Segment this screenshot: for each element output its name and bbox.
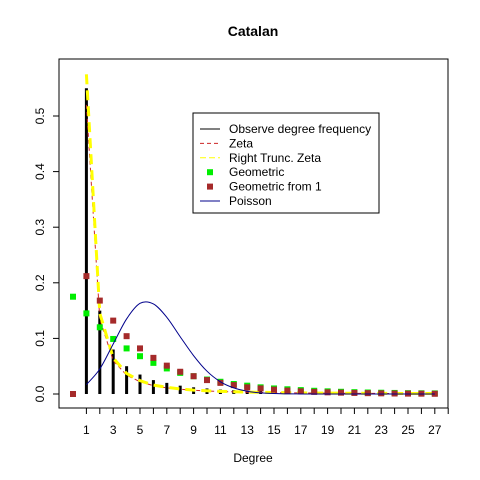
point [204,377,210,384]
point [110,335,117,342]
legend-label: Right Trunc. Zeta [229,151,321,165]
y-tick-label: 0.0 [33,385,47,402]
legend-label: Geometric [229,165,284,179]
y-tick-label: 0.3 [33,219,47,236]
series-line [86,301,435,395]
x-tick-label: 1 [83,423,90,437]
point [230,382,237,389]
legend-item-observe-degree-frequency: Observe degree frequency [200,122,371,136]
y-tick-label: 0.5 [33,107,47,124]
x-tick-label: 5 [137,423,144,437]
point [123,333,130,340]
series-poisson [86,301,435,395]
legend-item-zeta: Zeta [200,136,253,150]
point [96,324,103,331]
legend-item-poisson: Poisson [200,194,272,208]
point [338,389,344,396]
point [137,353,143,360]
x-tick-label: 15 [267,423,281,437]
legend-item-right-trunc-zeta: Right Trunc. Zeta [200,151,321,165]
legend-swatch [207,169,213,176]
point [324,389,331,396]
chart-title: Catalan [228,23,279,39]
x-axis-title: Degree [233,451,273,465]
point [378,390,385,397]
point [257,385,264,392]
point [284,387,291,394]
series-right-trunc-zeta [84,74,435,396]
x-axis: 1 3 5 7 9 11 13 15 17 19 21 23 25 27 [83,407,449,437]
point [150,359,157,366]
point [351,389,358,396]
x-tick-label: 7 [163,423,170,437]
y-axis: 0.0 0.1 0.2 0.3 0.4 0.5 [33,107,60,402]
legend-box [192,112,380,214]
legend-item-geometric: Geometric [207,165,284,179]
point [244,384,251,391]
point [364,390,371,397]
legend-swatch [207,183,213,190]
point [70,391,76,397]
point [297,388,304,395]
x-tick-label: 9 [190,423,197,437]
x-tick-label: 3 [110,423,117,437]
point [311,388,318,395]
point [96,297,103,304]
x-tick-label: 13 [241,423,255,437]
point [391,390,398,397]
point [83,273,90,280]
x-tick-label: 21 [348,423,362,437]
legend-label: Zeta [229,136,253,150]
legend-item-geometric-from-1: Geometric from 1 [207,180,322,194]
point [190,373,197,380]
point [110,317,117,324]
legend-label: Geometric from 1 [229,180,322,194]
y-tick-label: 0.1 [33,330,47,347]
point [123,345,130,352]
point [217,379,224,386]
x-tick-label: 17 [294,423,308,437]
legend-label: Poisson [229,194,272,208]
legend-label: Observe degree frequency [229,122,371,136]
point [137,345,143,352]
x-tick-label: 25 [401,423,415,437]
x-tick-label: 11 [214,423,227,437]
series-line [84,74,435,396]
point [70,293,76,300]
x-tick-label: 23 [375,423,389,437]
point [83,310,90,317]
y-tick-label: 0.2 [33,274,47,291]
point [177,368,184,375]
point [150,354,157,361]
x-tick-label: 27 [428,423,442,437]
point [163,362,170,369]
plot-area [70,74,438,397]
x-tick-label: 19 [321,423,335,437]
y-tick-label: 0.4 [33,163,47,180]
point [271,386,277,393]
